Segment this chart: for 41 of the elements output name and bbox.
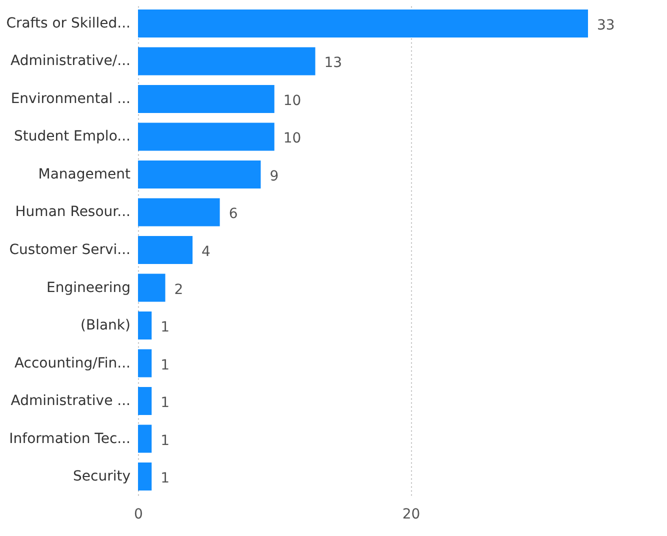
y-tick-label: Administrative/... [10, 53, 130, 70]
bar [138, 198, 220, 226]
data-label: 10 [283, 93, 302, 109]
y-tick-label: Student Emplo... [14, 128, 130, 145]
data-label: 33 [597, 18, 615, 34]
data-label: 9 [270, 168, 279, 184]
y-tick-label: Human Resour... [15, 204, 130, 220]
y-tick-label: Environmental ... [10, 91, 130, 107]
data-label: 10 [283, 130, 302, 147]
y-tick-label: Crafts or Skilled... [6, 16, 130, 32]
y-tick-label: Information Tec... [9, 430, 130, 447]
bar [138, 10, 588, 38]
y-tick-label: Management [38, 166, 131, 182]
y-tick-label: (Blank) [80, 318, 130, 334]
data-label: 1 [160, 470, 170, 486]
bar [138, 349, 152, 378]
data-label: 1 [160, 357, 170, 374]
data-label: 6 [228, 206, 238, 222]
bar [138, 160, 261, 188]
bar [138, 236, 193, 264]
bar [138, 312, 152, 340]
data-label: 13 [324, 55, 342, 72]
y-tick-label: Security [73, 468, 130, 484]
data-label: 4 [202, 244, 211, 260]
x-tick-label: 0 [134, 506, 143, 522]
bar [138, 47, 316, 76]
data-label: 1 [160, 320, 170, 336]
bar [138, 424, 152, 453]
bar [138, 387, 152, 415]
x-tick-label: 20 [402, 506, 420, 522]
data-label: 1 [160, 432, 170, 449]
y-tick-label: Administrative ... [10, 393, 130, 409]
y-tick-label: Customer Servi... [9, 242, 130, 258]
bar [138, 122, 274, 151]
bar [138, 462, 152, 490]
data-label: 2 [174, 282, 184, 298]
y-tick-label: Engineering [46, 280, 130, 296]
bar [138, 85, 274, 113]
bar [138, 274, 166, 302]
data-label: 1 [160, 395, 170, 411]
y-tick-label: Accounting/Fin... [14, 355, 130, 372]
